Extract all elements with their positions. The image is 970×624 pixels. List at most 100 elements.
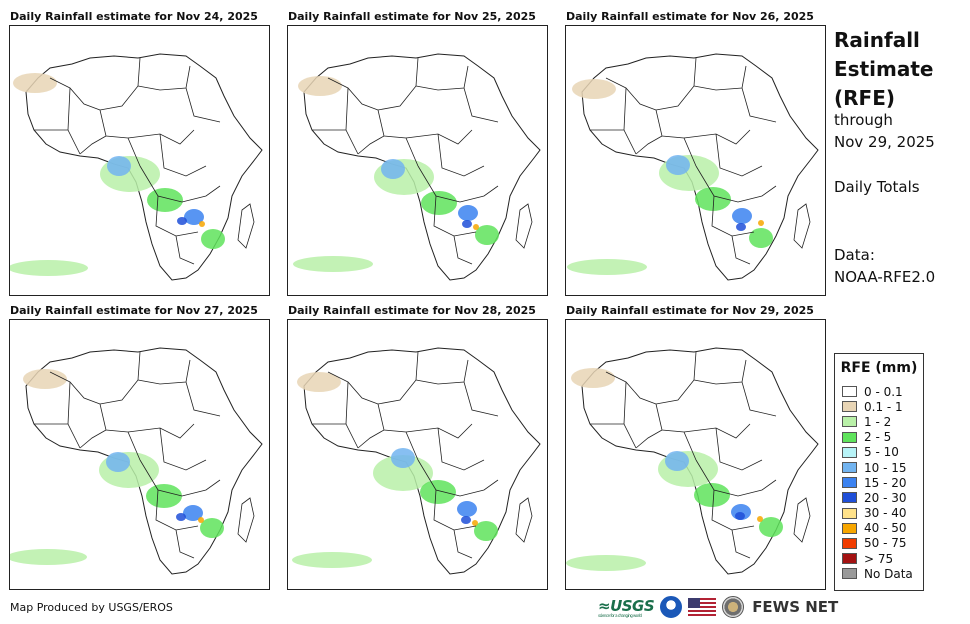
through-date: Nov 29, 2025 [834, 133, 935, 151]
rainfall-area [198, 517, 204, 523]
country-border [711, 195, 755, 237]
country-border [49, 77, 101, 111]
legend-label: > 75 [864, 551, 894, 566]
rainfall-area [473, 224, 479, 230]
rainfall-area [107, 156, 131, 176]
country-border [433, 195, 477, 237]
madagascar-outline [237, 497, 255, 543]
country-border [159, 427, 207, 471]
legend-swatch [842, 537, 857, 549]
rainfall-area [732, 208, 752, 224]
legend-item: 2 - 5 [842, 430, 923, 445]
rainfall-area [665, 451, 689, 471]
country-border [463, 381, 499, 417]
country-border [159, 133, 207, 177]
country-border [693, 359, 747, 385]
country-border [683, 129, 751, 145]
rainfall-area [292, 552, 372, 568]
rainfall-area [757, 516, 763, 522]
rainfall-area [666, 155, 690, 175]
country-border [655, 109, 697, 167]
rainfall-area [694, 483, 730, 507]
country-border [683, 423, 751, 439]
legend-swatch [842, 416, 857, 428]
madagascar-outline [793, 497, 811, 543]
rainfall-area [475, 225, 499, 245]
legend-item: 20 - 30 [842, 490, 923, 505]
legend-swatch [842, 522, 857, 534]
rainfall-map-nov26 [565, 25, 826, 296]
rainfall-area [373, 455, 433, 491]
rainfall-area [695, 187, 731, 211]
country-border [139, 459, 221, 497]
legend-label: 15 - 20 [864, 475, 907, 490]
country-border [99, 403, 141, 461]
rainfall-area [10, 260, 88, 276]
country-border [139, 165, 221, 203]
product-title: Rainfall Estimate (RFE) [834, 26, 933, 113]
country-border [655, 351, 697, 405]
country-border [635, 429, 663, 449]
country-border [155, 489, 199, 531]
legend-label: 30 - 40 [864, 506, 907, 521]
legend-label: 5 - 10 [864, 445, 899, 460]
country-border [49, 371, 101, 405]
country-border [79, 429, 107, 449]
rainfall-area [462, 220, 472, 228]
rainfall-map-nov28 [287, 319, 548, 590]
legend-swatch [842, 446, 857, 458]
country-border [693, 65, 747, 91]
country-border [99, 109, 141, 167]
country-border [453, 529, 473, 559]
country-border [377, 109, 419, 167]
rainfall-area [293, 256, 373, 272]
data-label: Data: [834, 246, 875, 264]
country-border [127, 423, 195, 439]
legend-label: 10 - 15 [864, 460, 907, 475]
legend-item: > 75 [842, 551, 923, 566]
country-border [655, 403, 697, 461]
rainfall-area [458, 205, 478, 221]
legend-item: 1 - 2 [842, 414, 923, 429]
country-border [357, 429, 385, 449]
panel-title-nov29: Daily Rainfall estimate for Nov 29, 2025 [566, 304, 814, 317]
rainfall-area [183, 505, 203, 521]
rainfall-area [735, 512, 745, 520]
usaid-seal-icon [722, 596, 745, 618]
rainfall-map-nov24 [9, 25, 270, 296]
legend-label: No Data [864, 566, 913, 581]
rainfall-map-nov27 [9, 319, 270, 590]
country-border [415, 359, 469, 385]
us-flag-icon [688, 598, 717, 616]
legend-item: 40 - 50 [842, 521, 923, 536]
legend-item: 0.1 - 1 [842, 399, 923, 414]
country-border [605, 77, 657, 111]
legend-swatch [842, 507, 857, 519]
rainfall-map-nov25 [287, 25, 548, 296]
legend-label: 40 - 50 [864, 521, 907, 536]
fews-net-logo: FEWS NET [752, 598, 839, 616]
map-credit: Map Produced by USGS/EROS [10, 601, 173, 614]
rainfall-area [13, 73, 57, 93]
country-border [79, 135, 107, 155]
country-border [175, 235, 195, 265]
rainfall-area [381, 159, 405, 179]
rainfall-area [421, 191, 457, 215]
country-border [137, 359, 191, 385]
legend-title: RFE (mm) [840, 360, 918, 376]
rainfall-area [457, 501, 477, 517]
country-border [453, 235, 473, 265]
rainfall-area [177, 217, 187, 225]
legend-label: 20 - 30 [864, 490, 907, 505]
legend-swatch [842, 492, 857, 504]
title-line-2: Estimate [834, 57, 934, 81]
rainfall-area [566, 555, 646, 571]
legend-swatch [842, 431, 857, 443]
country-border [437, 427, 485, 471]
country-border [711, 489, 755, 531]
madagascar-outline [515, 497, 533, 543]
rainfall-area [472, 520, 478, 526]
country-border [695, 459, 777, 497]
legend-item: 10 - 15 [842, 460, 923, 475]
